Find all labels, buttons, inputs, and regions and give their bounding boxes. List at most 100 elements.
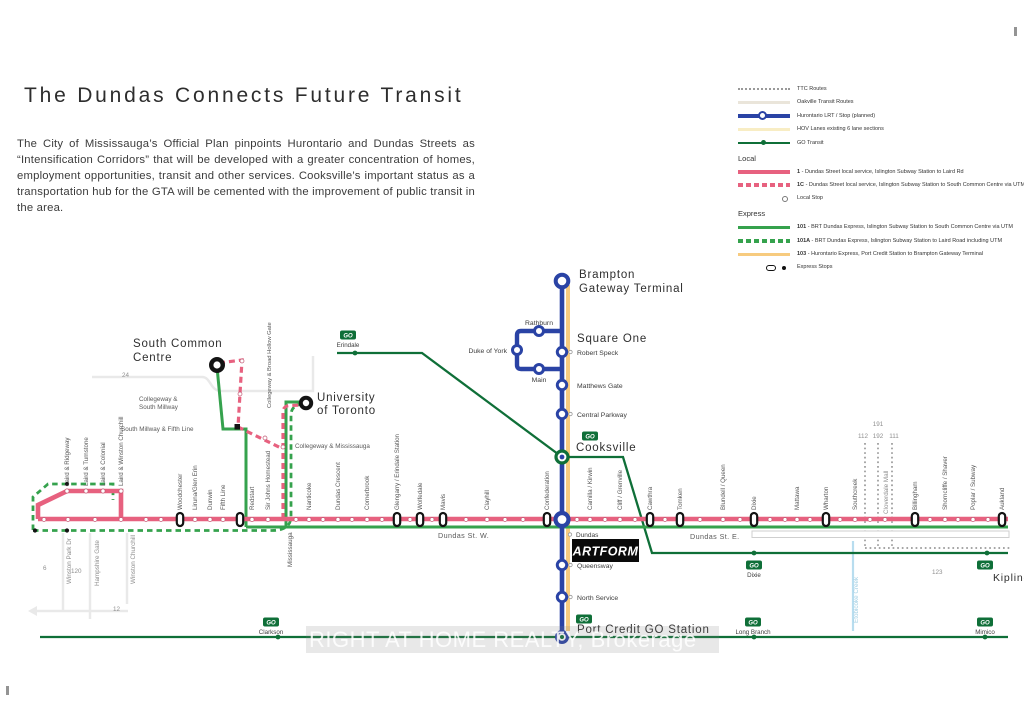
map-label: of Toronto: [317, 405, 376, 417]
station-label: Cornerbrook: [364, 475, 371, 510]
go-station-dot: [982, 634, 988, 640]
legend-row: Local Stop: [738, 193, 1024, 203]
local-stop: [220, 517, 226, 522]
go-station-label: Erindale: [337, 342, 360, 349]
map-label: Queensway: [577, 563, 613, 570]
map-label: University: [317, 392, 375, 404]
station-label: Poplar / Subway: [970, 464, 977, 510]
local-stop: [484, 517, 490, 522]
station-label: Cliff / Grenville: [617, 469, 624, 510]
legend-express-header: Express: [738, 209, 766, 219]
local-stop: [335, 517, 341, 522]
lrt-swatch-icon: [738, 111, 790, 121]
local-stop: [942, 517, 948, 522]
green-swatch-icon: [738, 222, 790, 232]
local-stop: [192, 517, 198, 522]
local-stop: [64, 488, 70, 494]
local-stop: [927, 517, 933, 522]
local-stop: [262, 435, 268, 441]
legend-label: 1 - Dundas Street local service, Islingt…: [797, 168, 964, 175]
local-stop: [65, 517, 71, 522]
local-stop: [602, 517, 608, 522]
scan-mark-right: [1014, 27, 1017, 36]
local-stop: [41, 517, 47, 522]
port-credit-inner-dot: [560, 635, 564, 639]
go-transit-lines: [40, 351, 1008, 639]
lstop-swatch-icon: [738, 193, 790, 203]
collegeway-stops: [237, 358, 286, 450]
go-station-label: Long Branch: [735, 629, 771, 636]
legend-row: TTC Routes: [738, 84, 1024, 94]
legend-row: GO Transit: [738, 138, 1024, 148]
dundas-interchange-circle: [553, 510, 571, 529]
station-label: Wolfedale: [417, 482, 424, 510]
local-stop: [882, 517, 888, 522]
legend-label: 1C - Dundas Street local service, Isling…: [797, 181, 1024, 188]
lrt-stop-circle: [533, 363, 545, 375]
map-label: Cloverdale Mall: [883, 471, 890, 514]
local-stop: [574, 517, 580, 522]
ttc-swatch-icon: [738, 84, 790, 94]
local-stop: [985, 517, 991, 522]
map-label: 12: [113, 606, 121, 613]
legend: TTC Routes Oakville Transit Routes Huronta…: [738, 84, 1024, 276]
go-station-label: Dixie: [747, 572, 761, 579]
station-label: Camilla / Kirwin: [587, 467, 594, 510]
dundas-label-tick: [567, 532, 573, 537]
lrt-stop-tick: [568, 349, 573, 355]
express-stop: [415, 511, 425, 528]
legend-row: 101A - BRT Dundas Express, Islington Sub…: [738, 236, 1024, 246]
map-label: Robert Speck: [577, 350, 619, 357]
legend-row: 1C - Dundas Street local service, Isling…: [738, 180, 1024, 190]
map-label: Central Parkway: [577, 412, 627, 419]
map-label: South Millway: [139, 404, 179, 411]
express-stop: [438, 511, 448, 528]
go-swatch-icon: [738, 138, 790, 148]
map-label: South Millway & Fifth Line: [121, 426, 194, 433]
station-label: Laird & Ridgeway: [64, 437, 71, 486]
go-logo-text: GO: [980, 563, 990, 569]
local-stop: [239, 358, 245, 364]
legend-row: Hurontario LRT / Stop (planned): [738, 111, 1024, 121]
go-station-label: Mimico: [975, 629, 995, 636]
intro-paragraph: The City of Mississauga’s Official Plan …: [17, 138, 475, 214]
local-stop: [794, 517, 800, 522]
local-stop: [720, 517, 726, 522]
lrt-stop-tick: [568, 411, 573, 417]
brampton-terminal-circle: [553, 272, 571, 290]
local-stop: [118, 488, 124, 494]
local-stop: [118, 517, 124, 522]
local-stop: [737, 517, 743, 522]
map-label: Matthews Gate: [577, 383, 623, 390]
local-stop: [143, 517, 149, 522]
express-stop: [175, 511, 185, 528]
south-common-terminal-circle: [208, 357, 225, 374]
station-label: Fifth Line: [220, 484, 227, 510]
go-logo-text: GO: [579, 617, 589, 623]
station-label: Nanticoke: [306, 482, 313, 510]
station-label: Confederation: [544, 471, 551, 510]
map-label: 24: [122, 372, 130, 379]
lrt-stops: [511, 325, 573, 604]
local-stop: [502, 517, 508, 522]
local-stop: [237, 391, 243, 397]
map-label: Gateway Terminal: [579, 283, 684, 295]
scan-mark-bottom-left: [6, 686, 9, 695]
local-stop: [280, 444, 286, 450]
local-stop: [100, 488, 106, 494]
map-label: Winston Park Dr: [66, 538, 73, 584]
map-label: Port Credit GO Station: [577, 624, 710, 636]
legend-label: Express Stops: [797, 264, 833, 271]
local-stop: [158, 517, 164, 522]
local-stop: [265, 517, 271, 522]
lrt-stop-circle: [533, 325, 545, 337]
station-label: Cawthra: [647, 486, 654, 510]
map-label: Mississauga: [287, 532, 294, 567]
station-label: Billingham: [912, 481, 919, 510]
map-label: Brampton: [579, 269, 635, 281]
map-label: Centre: [133, 352, 172, 364]
local-stop: [249, 517, 255, 522]
legend-label: Hurontario LRT / Stop (planned): [797, 112, 876, 119]
local-stop: [463, 517, 469, 522]
station-label: Liruna/Glen Erin: [192, 465, 199, 510]
